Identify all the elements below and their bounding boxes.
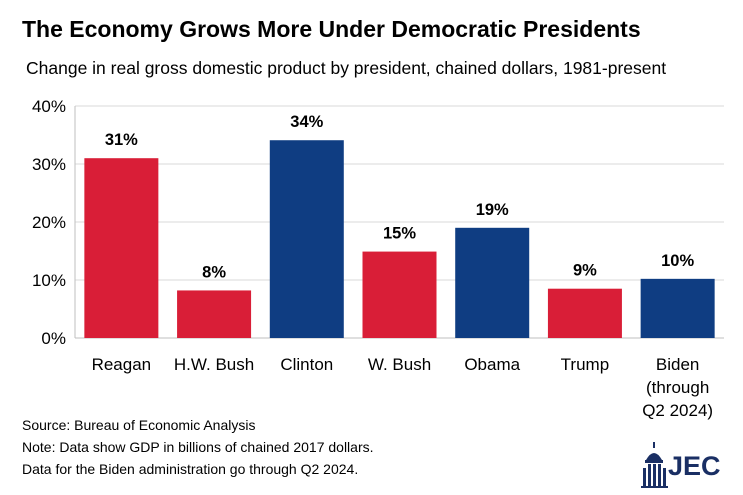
logo-text: JEC <box>668 451 721 481</box>
bar <box>455 227 530 338</box>
category-label: H.W. Bush <box>174 355 254 374</box>
jec-logo: JEC <box>640 440 732 490</box>
data-label: 19% <box>476 201 509 219</box>
data-label: 15% <box>383 225 416 243</box>
category-label: Q2 2024) <box>642 401 713 420</box>
bar <box>177 290 252 338</box>
bar-chart: 0% 10% 20% 30% 40% 31% 8% 34% 15% 19% 9% 10% Reaga… <box>32 97 724 420</box>
bar <box>362 251 437 338</box>
category-label: Obama <box>464 355 520 374</box>
bars <box>84 140 715 338</box>
y-tick-label: 10% <box>32 271 66 290</box>
y-tick-label: 20% <box>32 213 66 232</box>
source-note: Source: Bureau of Economic Analysis <box>22 417 256 433</box>
data-label: 9% <box>573 262 597 280</box>
bar <box>547 288 622 338</box>
data-note: Note: Data show GDP in billions of chain… <box>22 439 374 455</box>
y-tick-label: 30% <box>32 155 66 174</box>
data-labels: 31% 8% 34% 15% 19% 9% 10% <box>105 113 695 281</box>
y-tick-label: 0% <box>41 329 66 348</box>
bar <box>269 140 344 338</box>
biden-note: Data for the Biden administration go thr… <box>22 461 359 477</box>
category-label: (through <box>646 378 709 397</box>
category-label: Reagan <box>92 355 152 374</box>
category-label: Clinton <box>280 355 333 374</box>
category-label: Biden <box>656 355 699 374</box>
chart-notes: Source: Bureau of Economic Analysis Note… <box>22 414 374 480</box>
chart-subtitle: Change in real gross domestic product by… <box>26 58 667 78</box>
data-label: 31% <box>105 131 138 149</box>
data-label: 10% <box>661 252 694 270</box>
category-label: W. Bush <box>368 355 431 374</box>
bar <box>84 158 159 338</box>
capitol-dome-icon <box>641 442 668 488</box>
chart-title: The Economy Grows More Under Democratic … <box>22 16 641 42</box>
data-label: 8% <box>202 263 226 281</box>
bar <box>640 278 715 338</box>
y-tick-label: 40% <box>32 97 66 116</box>
data-label: 34% <box>290 113 323 131</box>
category-labels: Reagan H.W. Bush Clinton W. Bush Obama Trump B… <box>92 355 714 420</box>
category-label: Trump <box>561 355 610 374</box>
